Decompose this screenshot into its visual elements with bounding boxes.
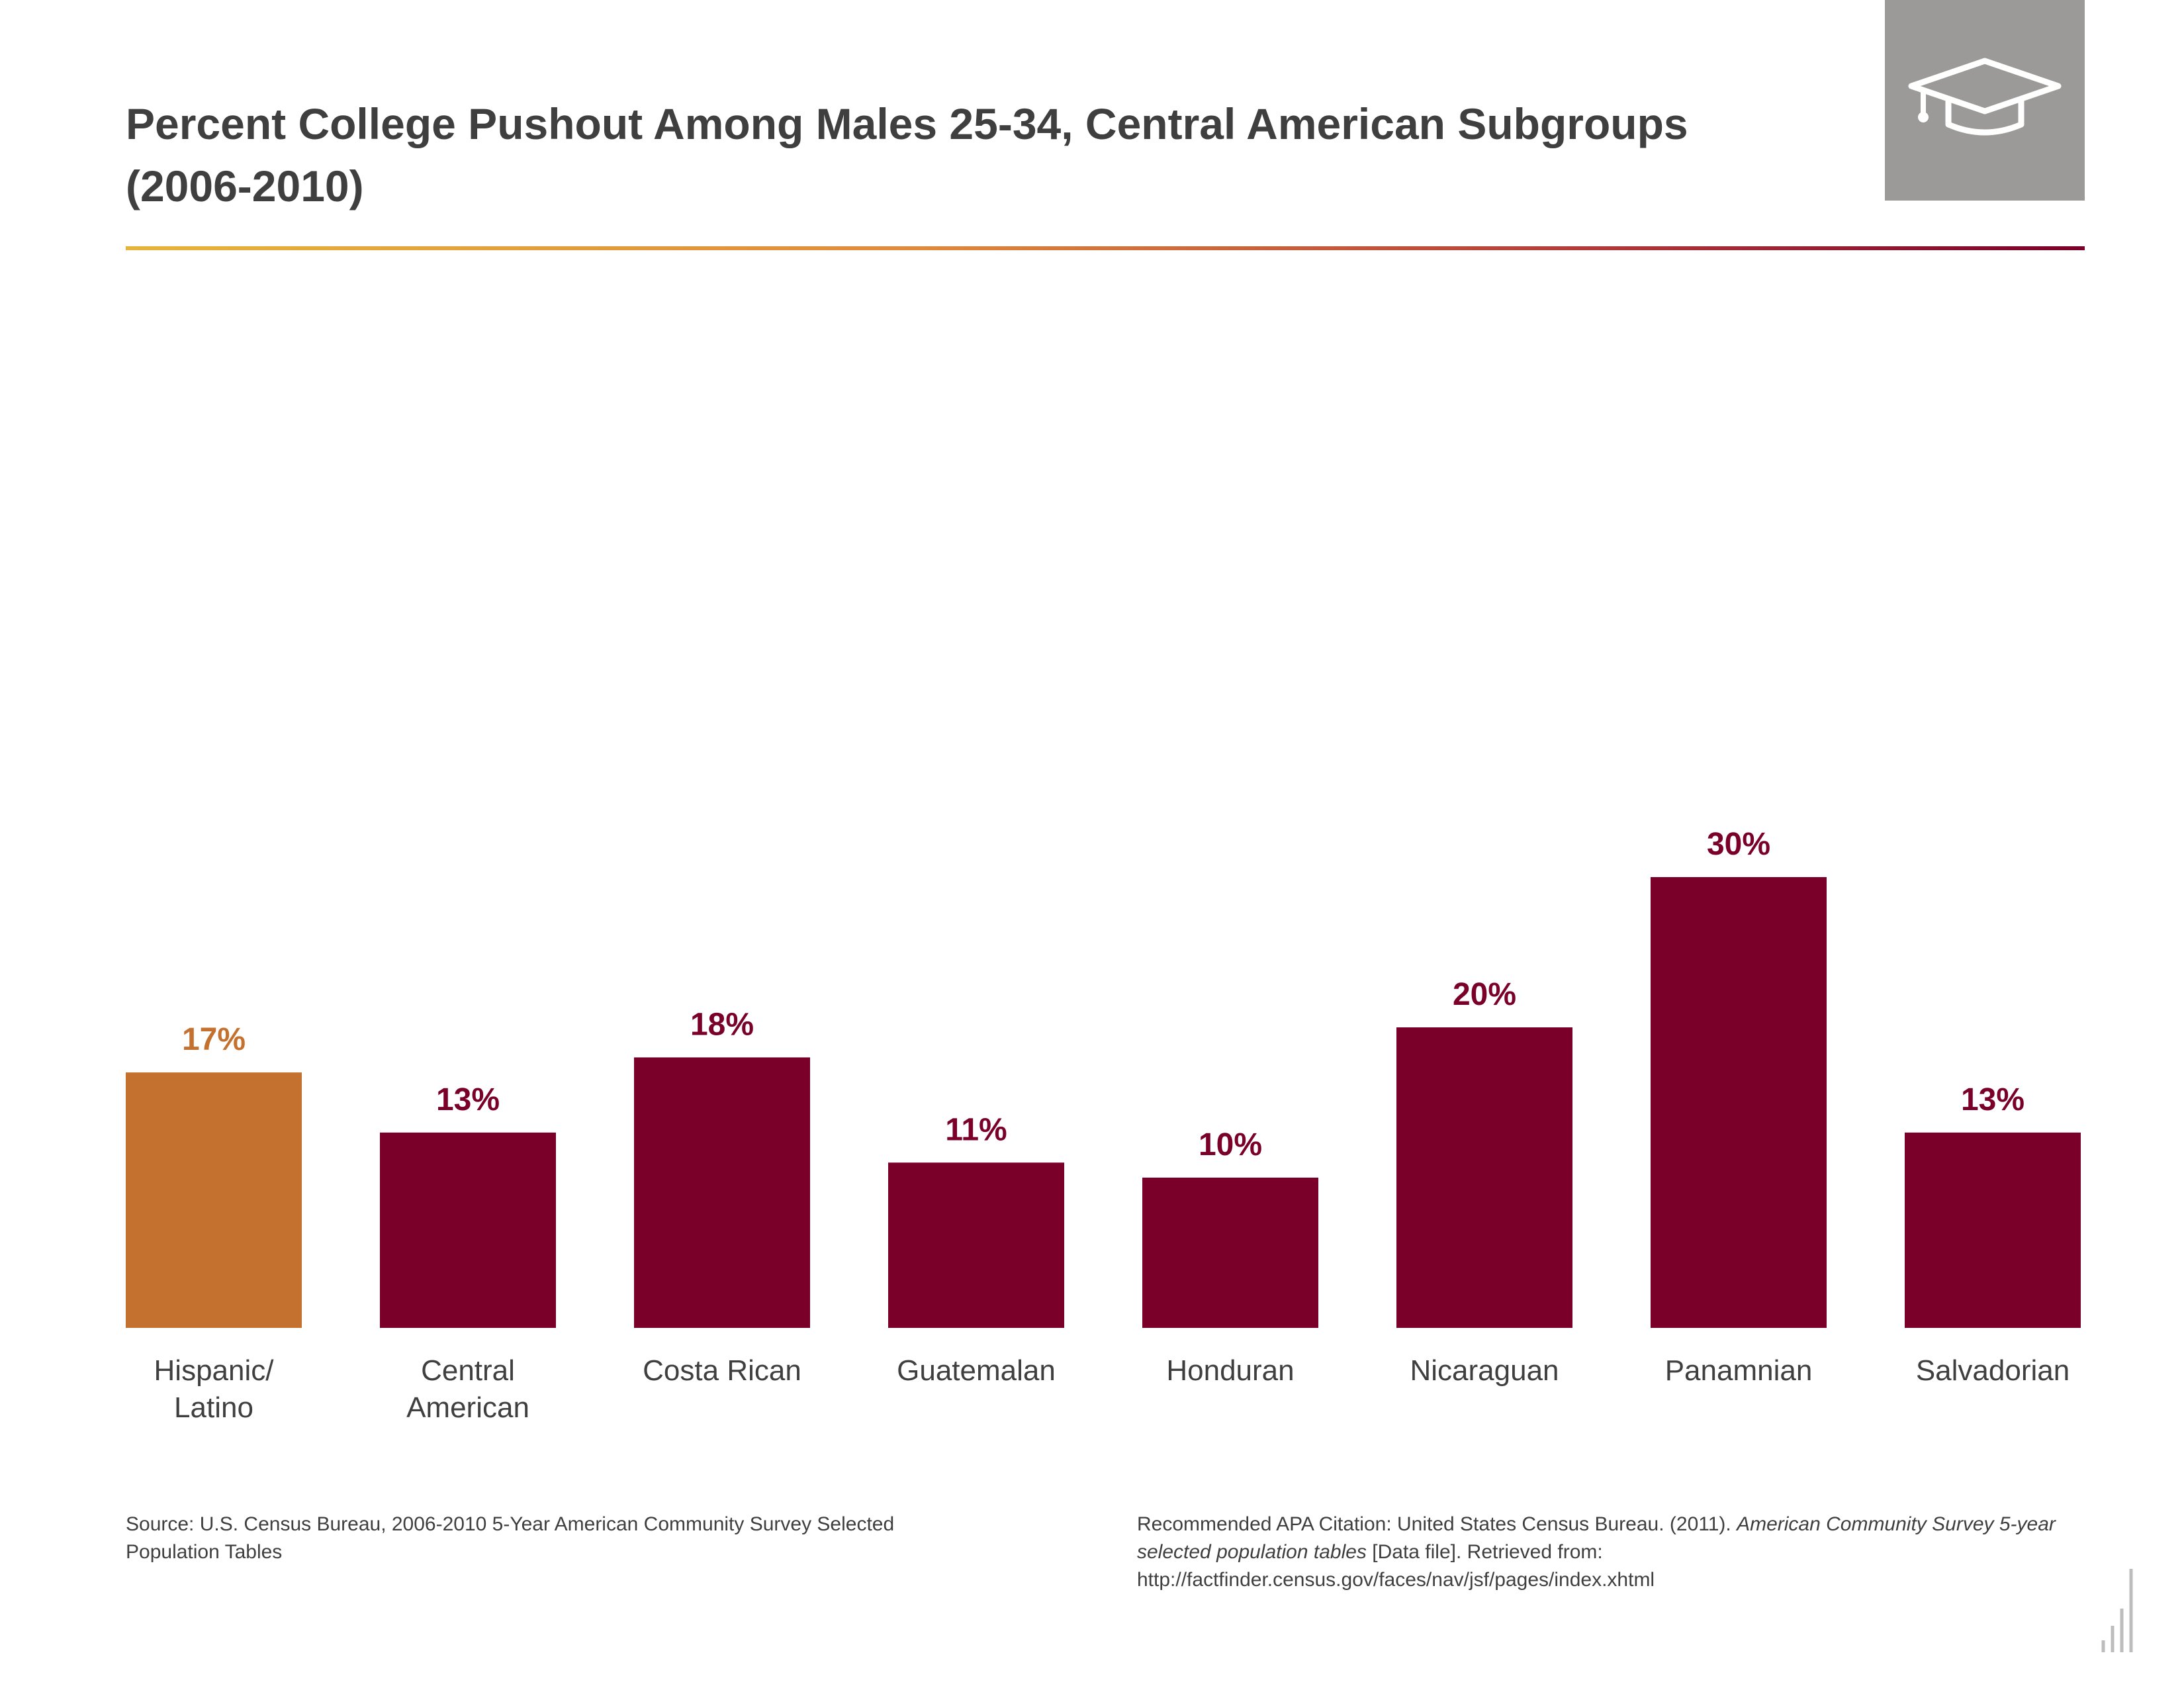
category-label: Honduran (1166, 1354, 1294, 1387)
category-label: Central American (406, 1354, 529, 1424)
citation-suffix: [Data file]. Retrieved from: http://fact… (1137, 1541, 1655, 1591)
data-label: 30% (1707, 827, 1770, 862)
data-label: 13% (1961, 1082, 2025, 1117)
title-divider (126, 246, 2085, 250)
chart-title: Percent College Pushout Among Males 25-3… (126, 93, 1794, 217)
category-label: Guatemalan (897, 1354, 1056, 1387)
source-note: Source: U.S. Census Bureau, 2006-2010 5-… (126, 1513, 895, 1563)
graduation-cap-icon (1908, 58, 2062, 136)
icon-panel (1885, 0, 2085, 201)
chart-title-line-1: Percent College Pushout Among Males 25-3… (126, 99, 1688, 148)
bar (888, 1162, 1064, 1328)
data-label: 20% (1453, 977, 1516, 1012)
data-label: 18% (690, 1007, 754, 1042)
citation-prefix: Recommended APA Citation: United States … (1137, 1513, 1737, 1535)
bar (1651, 877, 1827, 1328)
category-label: Salvadorian (1916, 1354, 2070, 1387)
bar-chart: 17% Hispanic/Latino 13% Central American 18% C… (126, 827, 2081, 1424)
category-label: Nicaraguan (1410, 1354, 1559, 1387)
data-label: 10% (1199, 1127, 1262, 1162)
data-label: 17% (182, 1022, 246, 1057)
bar (1905, 1132, 2081, 1328)
data-label: 11% (945, 1112, 1007, 1147)
bar (634, 1057, 810, 1328)
category-label: Hispanic/Latino (154, 1354, 275, 1424)
bar (1142, 1178, 1318, 1328)
citation-title: American Community Survey 5-year selecte… (1137, 1513, 2056, 1563)
bar (126, 1072, 302, 1328)
bar (1396, 1027, 1572, 1328)
data-label: 13% (436, 1082, 500, 1117)
bars-logo-icon (2101, 1569, 2133, 1652)
citation-note: Recommended APA Citation: United States … (1137, 1511, 2090, 1594)
chart-title-line-2: (2006-2010) (126, 162, 364, 211)
category-label: Panamnian (1665, 1354, 1813, 1387)
bar (380, 1132, 556, 1328)
category-label: Costa Rican (643, 1354, 801, 1387)
